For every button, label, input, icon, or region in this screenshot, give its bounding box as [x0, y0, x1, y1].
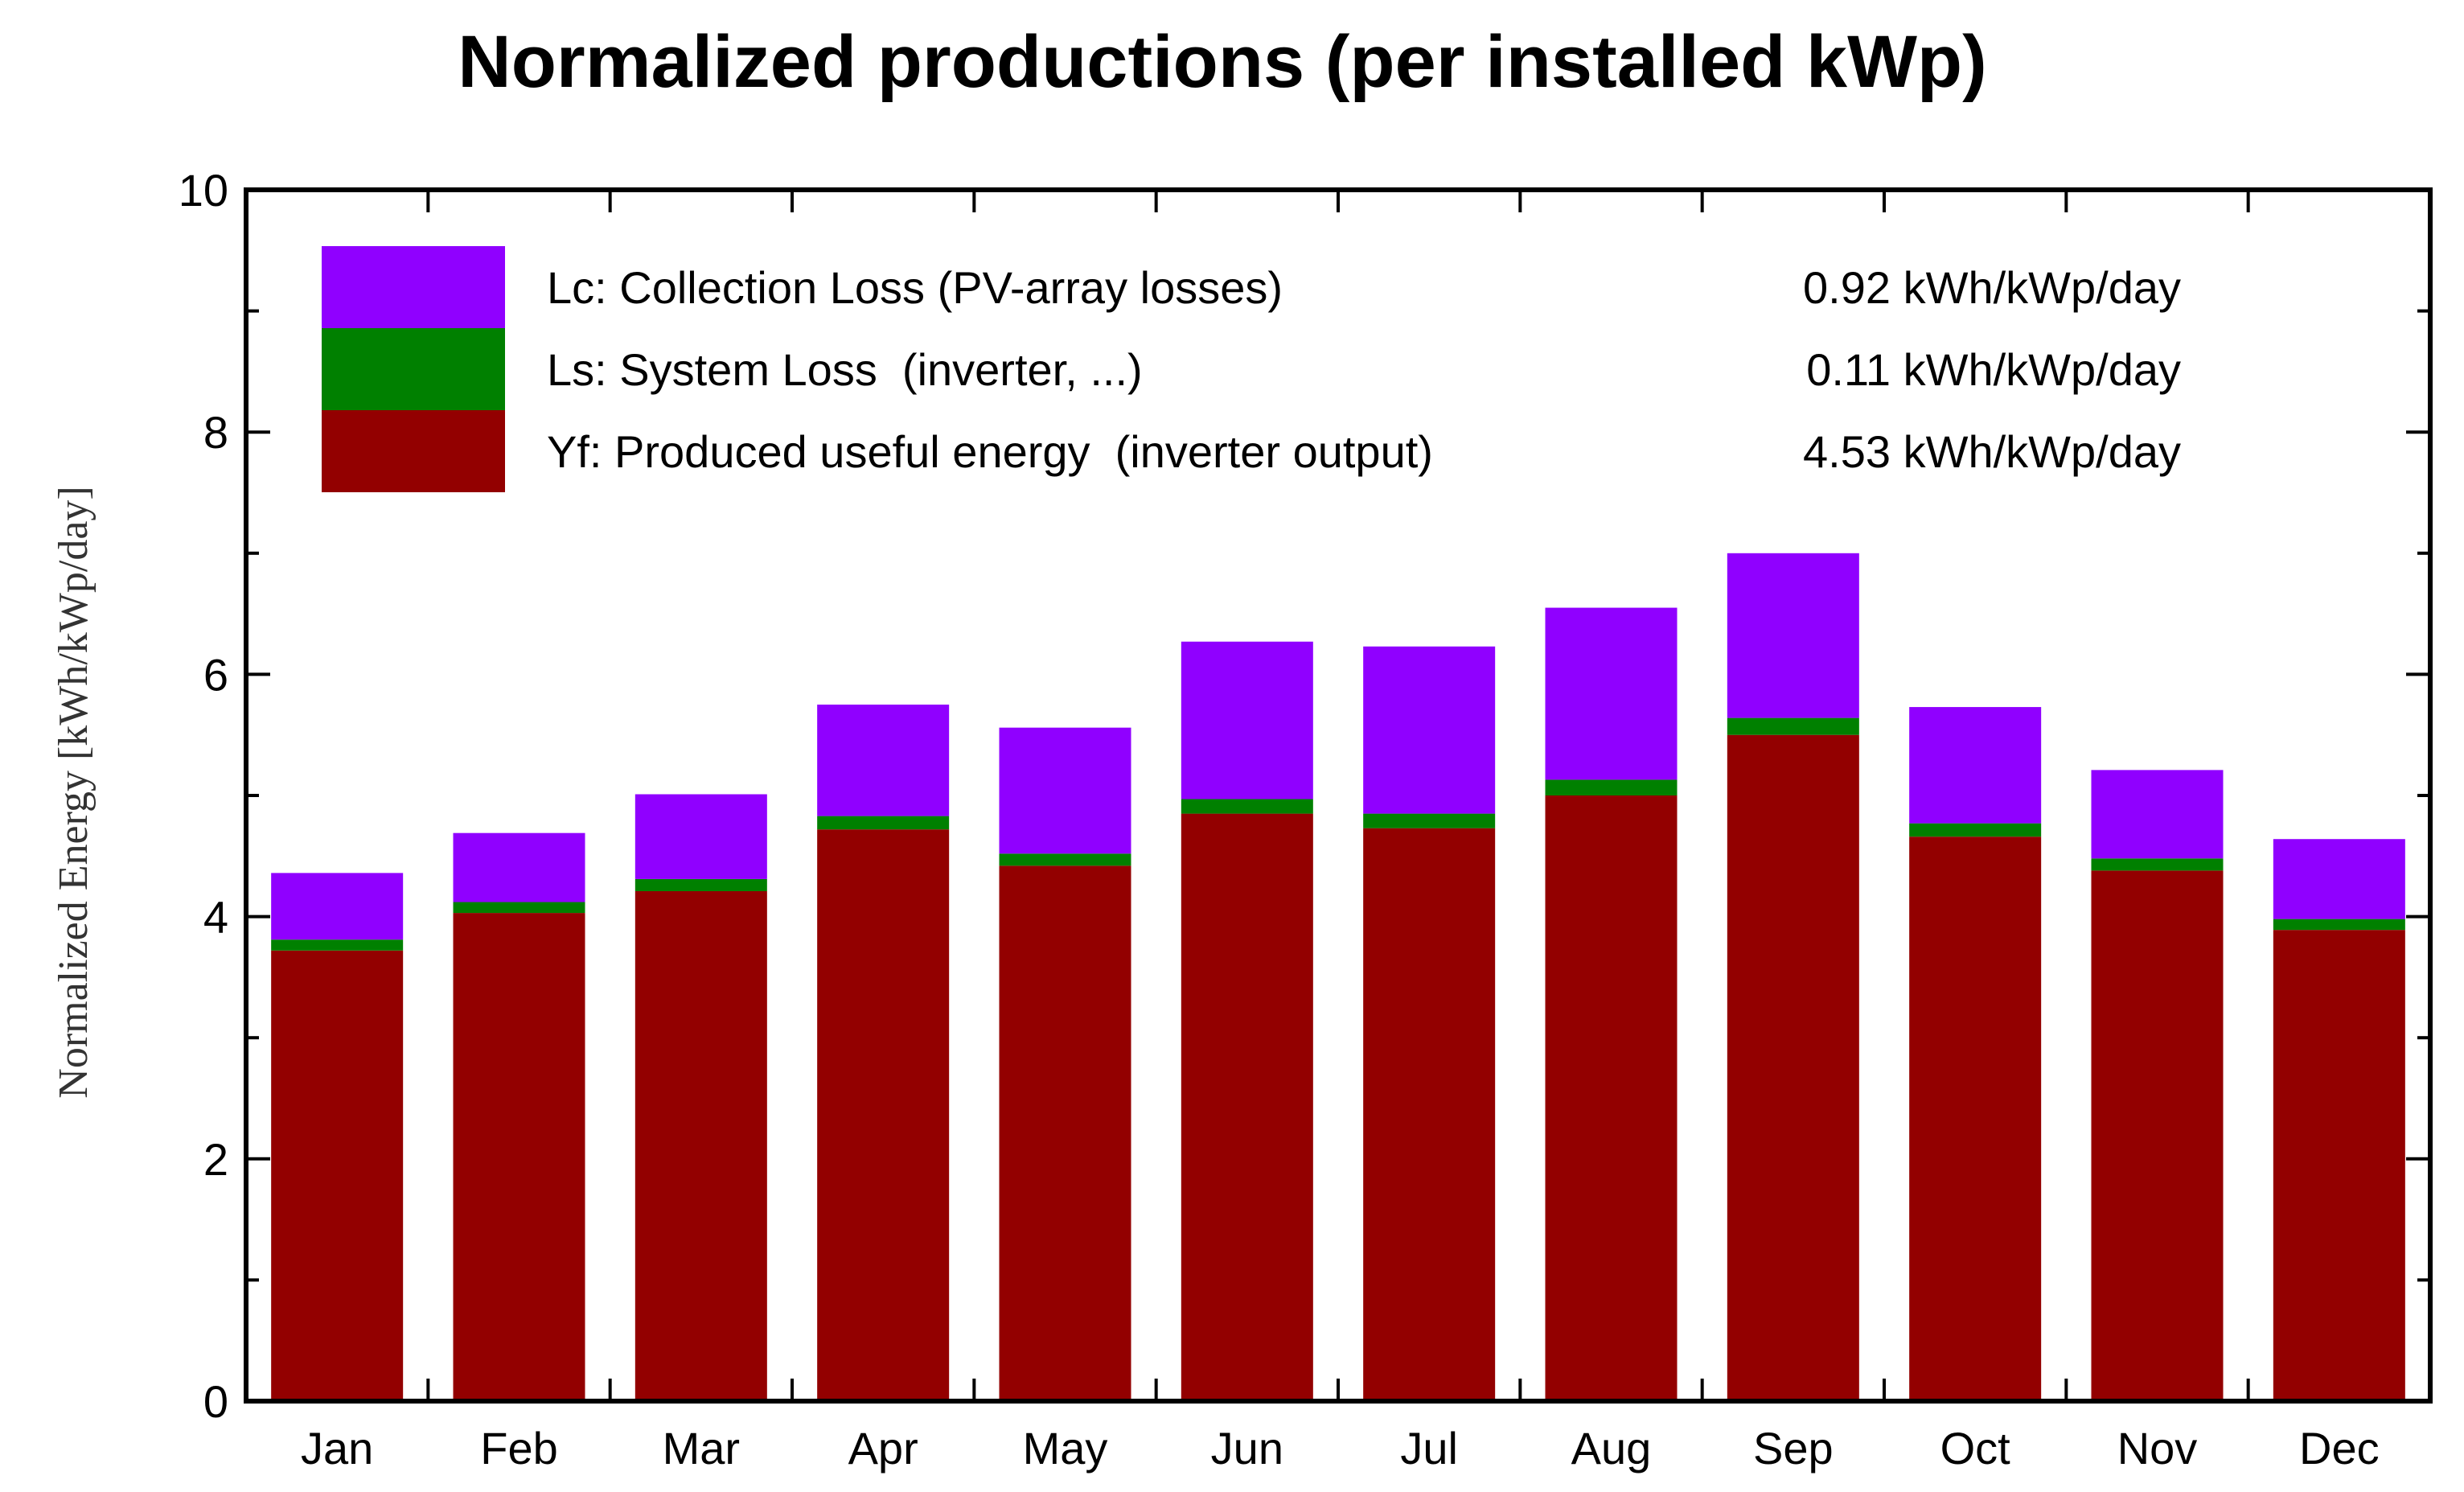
- bar-oct-series-2: [1909, 707, 2042, 824]
- bar-apr-series-1: [817, 816, 950, 830]
- bar-mar-series-1: [634, 878, 767, 891]
- chart-title: Normalized productions (per installed kW…: [458, 21, 1987, 103]
- bar-sep-series-1: [1727, 717, 1859, 735]
- legend-value-0: 0.92 kWh/kWp/day: [1803, 262, 2181, 313]
- y-tick-label: 0: [203, 1376, 228, 1427]
- bar-feb-series-2: [453, 832, 585, 902]
- x-tick-label-jul: Jul: [1400, 1423, 1458, 1474]
- bar-aug-series-1: [1545, 779, 1678, 795]
- bar-aug-series-2: [1545, 607, 1678, 780]
- x-tick-label-nov: Nov: [2117, 1423, 2198, 1474]
- bar-jan-series-1: [271, 939, 404, 951]
- x-tick-label-feb: Feb: [480, 1423, 558, 1474]
- bar-mar-series-0: [634, 890, 767, 1401]
- y-tick-label: 8: [203, 407, 228, 458]
- x-tick-label-may: May: [1023, 1423, 1108, 1474]
- bar-jul-series-0: [1363, 828, 1496, 1401]
- bar-nov-series-0: [2091, 870, 2224, 1401]
- y-tick-label: 6: [203, 649, 228, 700]
- x-tick-label-dec: Dec: [2299, 1423, 2380, 1474]
- x-tick-label-jan: Jan: [301, 1423, 373, 1474]
- y-tick-label: 2: [203, 1134, 228, 1185]
- x-tick-label-oct: Oct: [1940, 1423, 2011, 1474]
- bar-jul-series-2: [1363, 646, 1496, 814]
- bar-jan-series-2: [271, 873, 404, 940]
- bar-nov-series-1: [2091, 858, 2224, 871]
- axes-group: 0 2 4 6 8 10 Jan Feb Mar Apr May Jun Jul Aug Sep Oct Nov…: [179, 165, 2433, 1474]
- bar-sep-series-0: [1727, 734, 1859, 1401]
- bar-jun-series-1: [1181, 799, 1313, 814]
- bar-apr-series-0: [817, 829, 950, 1401]
- x-tick-label-apr: Apr: [848, 1423, 918, 1474]
- bar-apr-series-2: [817, 705, 950, 816]
- bar-dec-series-2: [2273, 839, 2405, 919]
- bar-may-series-1: [999, 853, 1131, 866]
- bar-jun-series-0: [1181, 813, 1313, 1401]
- legend-value-1: 0.11 kWh/kWp/day: [1806, 344, 2181, 395]
- bar-oct-series-1: [1909, 823, 2042, 837]
- bar-mar-series-2: [634, 794, 767, 879]
- y-tick-label: 10: [179, 165, 228, 216]
- y-tick-label: 4: [203, 892, 228, 943]
- bar-dec-series-0: [2273, 930, 2405, 1401]
- y-axis-label: Normalized Energy [kWh/kWp/day]: [51, 486, 97, 1098]
- bar-jul-series-1: [1363, 813, 1496, 828]
- legend-label-2: Yf: Produced useful energy (inverter out…: [547, 426, 1433, 477]
- legend: Lc: Collection Loss (PV-array losses) 0.9…: [322, 246, 2181, 492]
- legend-label-1: Ls: System Loss (inverter, ...): [547, 344, 1143, 395]
- bar-nov-series-2: [2091, 770, 2224, 859]
- x-tick-label-aug: Aug: [1571, 1423, 1652, 1474]
- bar-may-series-0: [999, 865, 1131, 1401]
- legend-swatch-2: [322, 410, 505, 492]
- bar-feb-series-0: [453, 913, 585, 1401]
- bar-may-series-2: [999, 727, 1131, 854]
- bar-jan-series-0: [271, 950, 404, 1401]
- bar-aug-series-0: [1545, 795, 1678, 1401]
- x-tick-label-sep: Sep: [1753, 1423, 1834, 1474]
- bar-jun-series-2: [1181, 641, 1313, 799]
- legend-swatch-0: [322, 246, 505, 328]
- bar-sep-series-2: [1727, 553, 1859, 718]
- x-tick-label-mar: Mar: [663, 1423, 740, 1474]
- legend-label-0: Lc: Collection Loss (PV-array losses): [547, 262, 1283, 313]
- legend-swatch-1: [322, 328, 505, 410]
- bar-feb-series-1: [453, 902, 585, 914]
- bars-group: [271, 553, 2405, 1401]
- bar-dec-series-1: [2273, 919, 2405, 931]
- x-tick-label-jun: Jun: [1211, 1423, 1283, 1474]
- bar-oct-series-0: [1909, 836, 2042, 1401]
- legend-value-2: 4.53 kWh/kWp/day: [1803, 426, 2181, 477]
